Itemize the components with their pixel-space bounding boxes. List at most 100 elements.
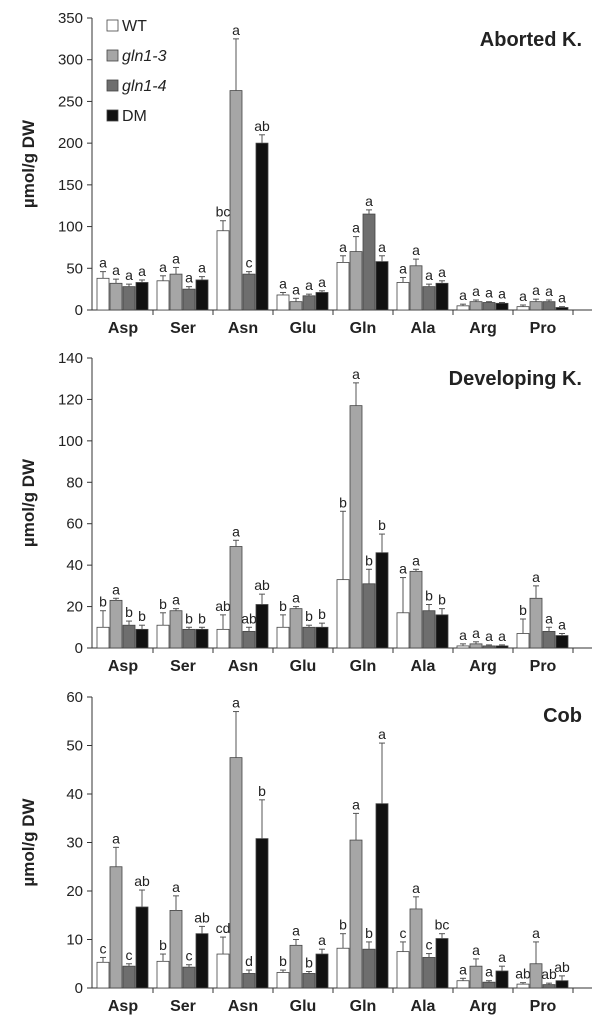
legend-label: DM [122, 108, 147, 125]
x-tick-label: Asp [108, 320, 138, 337]
significance-label: c [400, 925, 407, 941]
significance-label: a [485, 285, 493, 301]
chart-panel: 0 20 40 60 80 100 120 140 µmol/g DW Developing K.… [19, 350, 592, 675]
y-tick-label: 60 [66, 516, 83, 533]
y-tick-label: 40 [66, 786, 83, 803]
significance-label: a [545, 283, 553, 299]
chart-title: Aborted K. [480, 29, 582, 51]
significance-label: a [352, 366, 360, 382]
significance-label: a [159, 259, 167, 275]
y-tick-label: 40 [66, 557, 83, 574]
y-tick-label: 20 [66, 883, 83, 900]
significance-label: b [125, 604, 133, 620]
significance-label: b [138, 608, 146, 624]
y-tick-label: 0 [75, 980, 83, 997]
bar [362, 948, 376, 989]
significance-label: b [305, 608, 313, 624]
significance-label: b [305, 955, 313, 971]
significance-label: a [292, 281, 300, 297]
chart-title: Developing K. [449, 368, 582, 390]
y-tick-label: 20 [66, 599, 83, 616]
bar [109, 282, 123, 311]
bar [169, 273, 183, 311]
significance-label: a [112, 830, 120, 846]
significance-label: a [459, 627, 467, 643]
significance-label: ab [541, 966, 557, 982]
bar [555, 307, 569, 311]
significance-label: a [172, 879, 180, 895]
bar [315, 953, 329, 989]
significance-label: ab [515, 966, 531, 982]
bar [362, 583, 376, 649]
bar [435, 282, 449, 311]
y-tick-label: 60 [66, 689, 83, 706]
bar [422, 286, 436, 311]
significance-label: c [426, 937, 433, 953]
x-tick-label: Ser [170, 658, 196, 675]
significance-label: a [378, 239, 386, 255]
significance-label: a [498, 628, 506, 644]
y-tick-label: 150 [58, 177, 83, 194]
bar [255, 838, 269, 989]
y-tick-label: 100 [58, 433, 83, 450]
legend-swatch [106, 79, 119, 92]
significance-label: b [378, 517, 386, 533]
bar [396, 612, 410, 649]
significance-label: b [279, 598, 287, 614]
bar [456, 980, 470, 989]
significance-label: a [532, 925, 540, 941]
significance-label: a [532, 282, 540, 298]
significance-label: a [138, 263, 146, 279]
bar [375, 552, 389, 649]
significance-label: a [99, 255, 107, 271]
bar [156, 960, 170, 989]
y-tick-label: 350 [58, 10, 83, 27]
legend: WT gln1-3 gln1-4 DM [106, 18, 167, 125]
bar [135, 628, 149, 649]
significance-label: a [412, 552, 420, 568]
significance-label: c [126, 947, 133, 963]
bar [409, 570, 423, 649]
significance-label: a [365, 193, 373, 209]
significance-label: a [172, 592, 180, 608]
significance-label: a [378, 726, 386, 742]
bar [156, 624, 170, 649]
significance-label: a [532, 569, 540, 585]
significance-label: a [558, 290, 566, 306]
x-tick-label: Ala [411, 320, 436, 337]
bar [195, 279, 209, 311]
significance-label: a [545, 610, 553, 626]
bar [409, 265, 423, 311]
significance-label: a [318, 274, 326, 290]
significance-label: b [438, 592, 446, 608]
bar [229, 90, 243, 311]
bar [96, 961, 110, 989]
significance-label: a [305, 277, 313, 293]
bar [336, 579, 350, 649]
x-tick-label: Ala [411, 998, 436, 1015]
bar [122, 624, 136, 649]
x-tick-label: Pro [530, 658, 557, 675]
significance-label: a [438, 264, 446, 280]
bar [375, 261, 389, 311]
x-tick-label: Asp [108, 658, 138, 675]
bar [122, 965, 136, 989]
significance-label: a [412, 242, 420, 258]
legend-label: WT [122, 18, 147, 35]
x-tick-label: Pro [530, 998, 557, 1015]
significance-label: b [339, 917, 347, 933]
bar [482, 302, 496, 311]
significance-label: a [292, 923, 300, 939]
significance-label: a [112, 262, 120, 278]
significance-label: ab [254, 577, 270, 593]
significance-label: a [459, 287, 467, 303]
significance-label: b [339, 494, 347, 510]
significance-label: a [292, 590, 300, 606]
significance-label: a [198, 260, 206, 276]
significance-label: b [519, 602, 527, 618]
bar [135, 282, 149, 311]
significance-label: b [425, 588, 433, 604]
legend-swatch [106, 109, 119, 122]
x-tick-label: Gln [350, 998, 377, 1015]
chart-panel: 0 50 100 150 200 250 300 350 µmol/g DW Aborted K.… [19, 10, 592, 337]
